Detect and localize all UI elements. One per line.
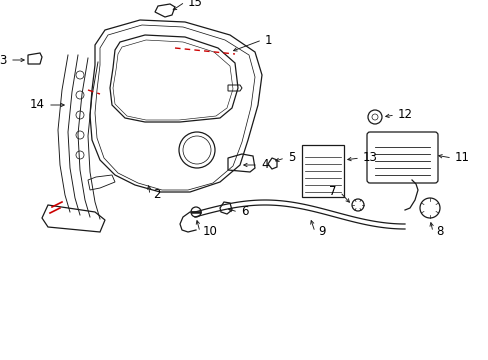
Text: 4: 4	[261, 158, 268, 171]
Text: 15: 15	[187, 0, 203, 9]
Text: 14: 14	[30, 99, 45, 112]
Text: 9: 9	[317, 225, 325, 238]
Text: 8: 8	[435, 225, 443, 238]
Text: 12: 12	[397, 108, 412, 121]
Text: 13: 13	[362, 152, 377, 165]
Text: 6: 6	[241, 206, 248, 219]
Text: 3: 3	[0, 54, 7, 67]
Text: 10: 10	[203, 225, 218, 238]
Text: 11: 11	[454, 152, 469, 165]
Text: 5: 5	[287, 152, 295, 165]
Text: 7: 7	[329, 185, 336, 198]
Text: 1: 1	[264, 33, 272, 46]
Text: 2: 2	[153, 189, 160, 202]
